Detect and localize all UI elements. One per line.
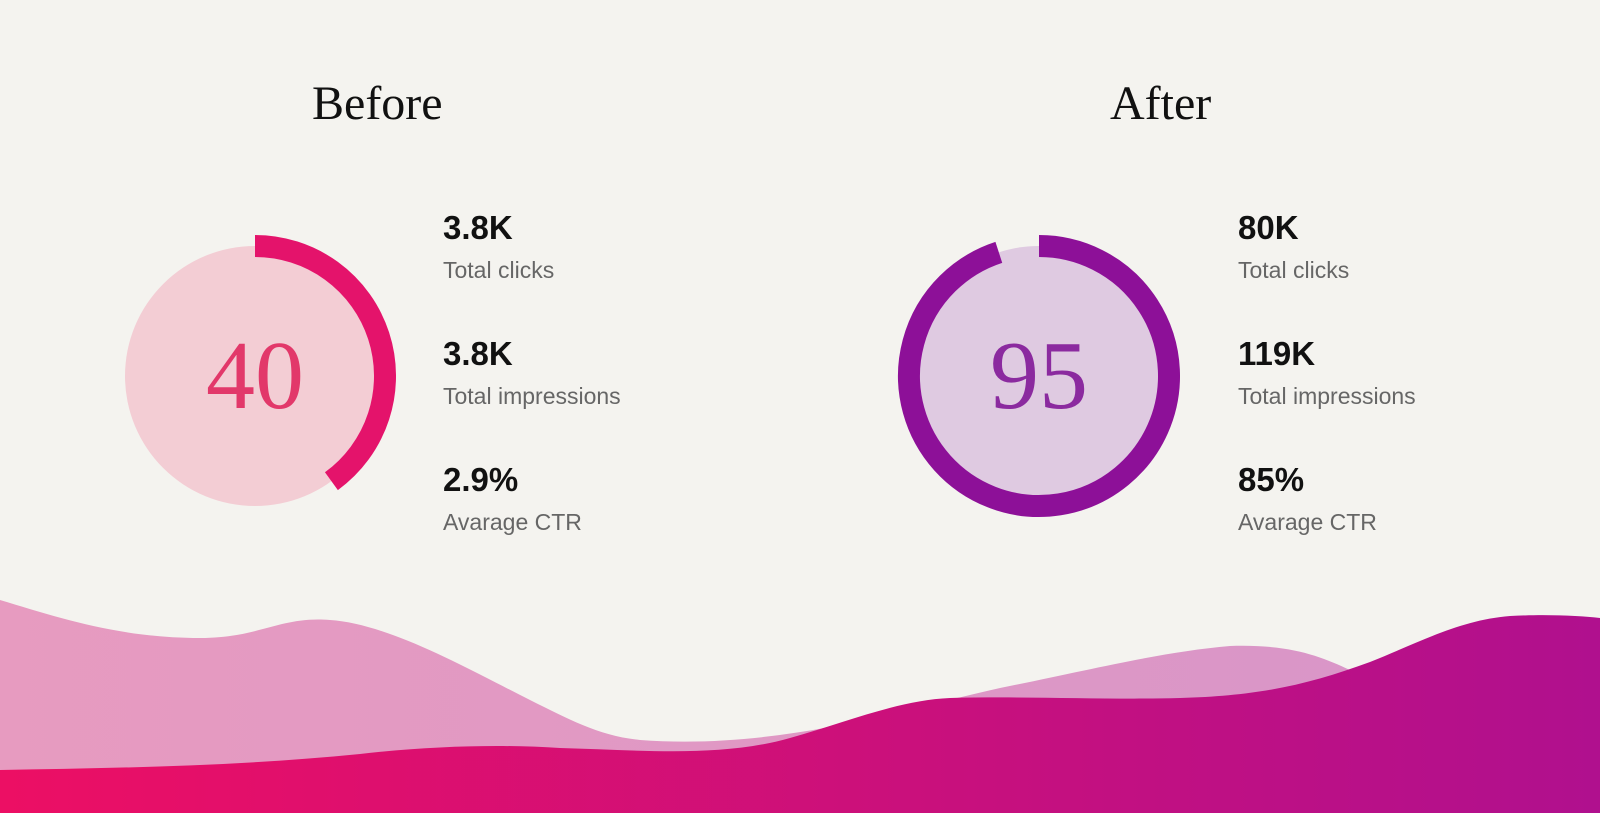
front-wave — [0, 615, 1600, 813]
before-total-impressions-value: 3.8K — [443, 335, 513, 372]
before-stats-list: 3.8K Total clicks 3.8K Total impressions… — [443, 209, 763, 588]
before-stat-average-ctr: 2.9% Avarage CTR — [443, 461, 763, 588]
before-total-clicks-value: 3.8K — [443, 209, 513, 246]
after-total-clicks-value: 80K — [1238, 209, 1299, 246]
after-stat-total-clicks: 80K Total clicks — [1238, 209, 1558, 336]
after-score-gauge: 95 — [889, 226, 1189, 526]
after-stat-average-ctr: 85% Avarage CTR — [1238, 461, 1558, 588]
after-total-impressions-value: 119K — [1238, 335, 1316, 372]
after-average-ctr-label: Avarage CTR — [1238, 509, 1377, 536]
after-total-clicks-label: Total clicks — [1238, 257, 1350, 284]
after-heading: After — [1110, 77, 1212, 130]
before-average-ctr-label: Avarage CTR — [443, 509, 582, 536]
after-average-ctr-value: 85% — [1238, 461, 1305, 498]
decorative-waves — [0, 600, 1600, 813]
after-score-background — [909, 246, 1169, 506]
after-stats-list: 80K Total clicks 119K Total impressions … — [1238, 209, 1558, 588]
after-score-value: 95 — [990, 322, 1088, 430]
decorative-waves-graphic — [0, 600, 1600, 813]
after-gauge-graphic — [898, 235, 1180, 517]
before-total-impressions-label: Total impressions — [443, 383, 621, 410]
before-heading: Before — [312, 77, 443, 130]
after-stat-total-impressions: 119K Total impressions — [1238, 335, 1558, 462]
after-total-impressions-label: Total impressions — [1238, 383, 1416, 410]
before-score-value: 40 — [206, 322, 304, 430]
before-total-clicks-label: Total clicks — [443, 257, 555, 284]
after-panel: After 95 80K Total clicks 119K Total imp… — [800, 0, 1600, 600]
before-score-background — [125, 246, 385, 506]
after-score-ring — [898, 235, 1180, 517]
before-stat-total-clicks: 3.8K Total clicks — [443, 209, 763, 336]
before-stat-total-impressions: 3.8K Total impressions — [443, 335, 763, 462]
before-score-ring — [254, 235, 396, 491]
before-panel: Before 40 3.8K Total clicks 3.8K Total i… — [0, 0, 800, 600]
before-average-ctr-value: 2.9% — [443, 461, 519, 498]
before-gauge-graphic — [125, 235, 396, 506]
before-score-gauge: 40 — [105, 226, 405, 526]
